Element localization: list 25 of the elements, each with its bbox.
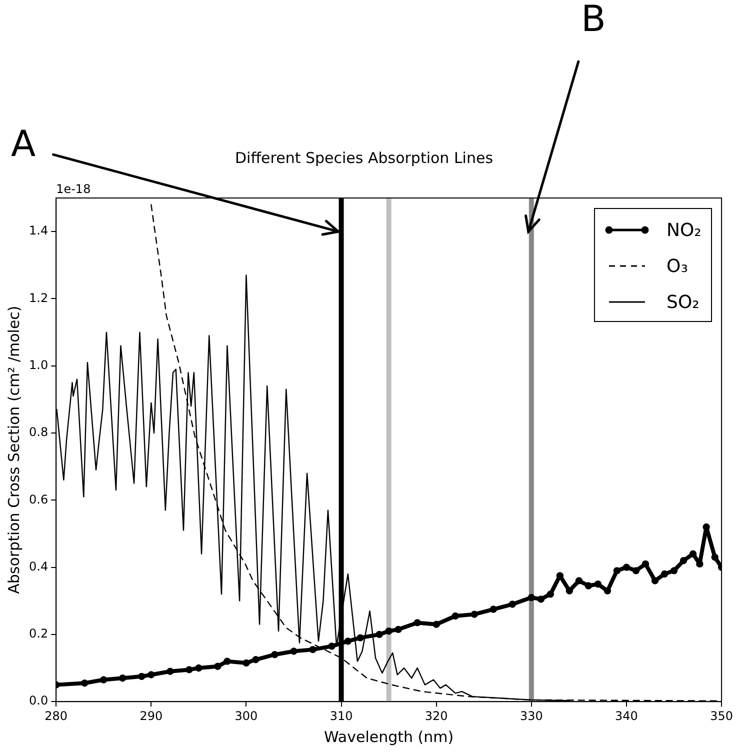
y-tick-label: 1.4 — [28, 224, 48, 238]
y-tick-label: 1.0 — [28, 358, 48, 372]
x-axis-title: Wavelength (nm) — [324, 728, 454, 746]
y-tick-label: 0.0 — [28, 694, 48, 708]
x-tick-label: 290 — [140, 708, 163, 723]
x-tick-label: 350 — [710, 708, 733, 723]
x-tick-label: 280 — [44, 708, 68, 723]
x-tick-label: 310 — [330, 708, 353, 723]
y-tick-label: 0.8 — [28, 425, 48, 440]
annotation: A — [10, 124, 36, 165]
y-tick-label: 0.2 — [28, 626, 48, 641]
x-tick-label: 300 — [234, 708, 258, 723]
annotation: B — [581, 0, 606, 40]
legend-label: NO₂ — [666, 220, 702, 240]
y-tick-label: 1.2 — [28, 290, 48, 305]
x-tick-label: 330 — [520, 708, 543, 723]
y-tick-label: 0.6 — [28, 492, 48, 506]
text: 1e-18 — [56, 182, 91, 196]
y-axis-title: Absorption Cross Section (cm² /molec) — [4, 306, 23, 594]
chart-title: Different Species Absorption Lines — [234, 148, 494, 167]
legend-label: O₃ — [666, 256, 688, 276]
y-tick-label: 0.4 — [28, 559, 48, 574]
x-tick-label: 340 — [615, 708, 638, 723]
x-tick-label: 320 — [424, 708, 448, 723]
legend-label: SO₂ — [666, 292, 700, 312]
